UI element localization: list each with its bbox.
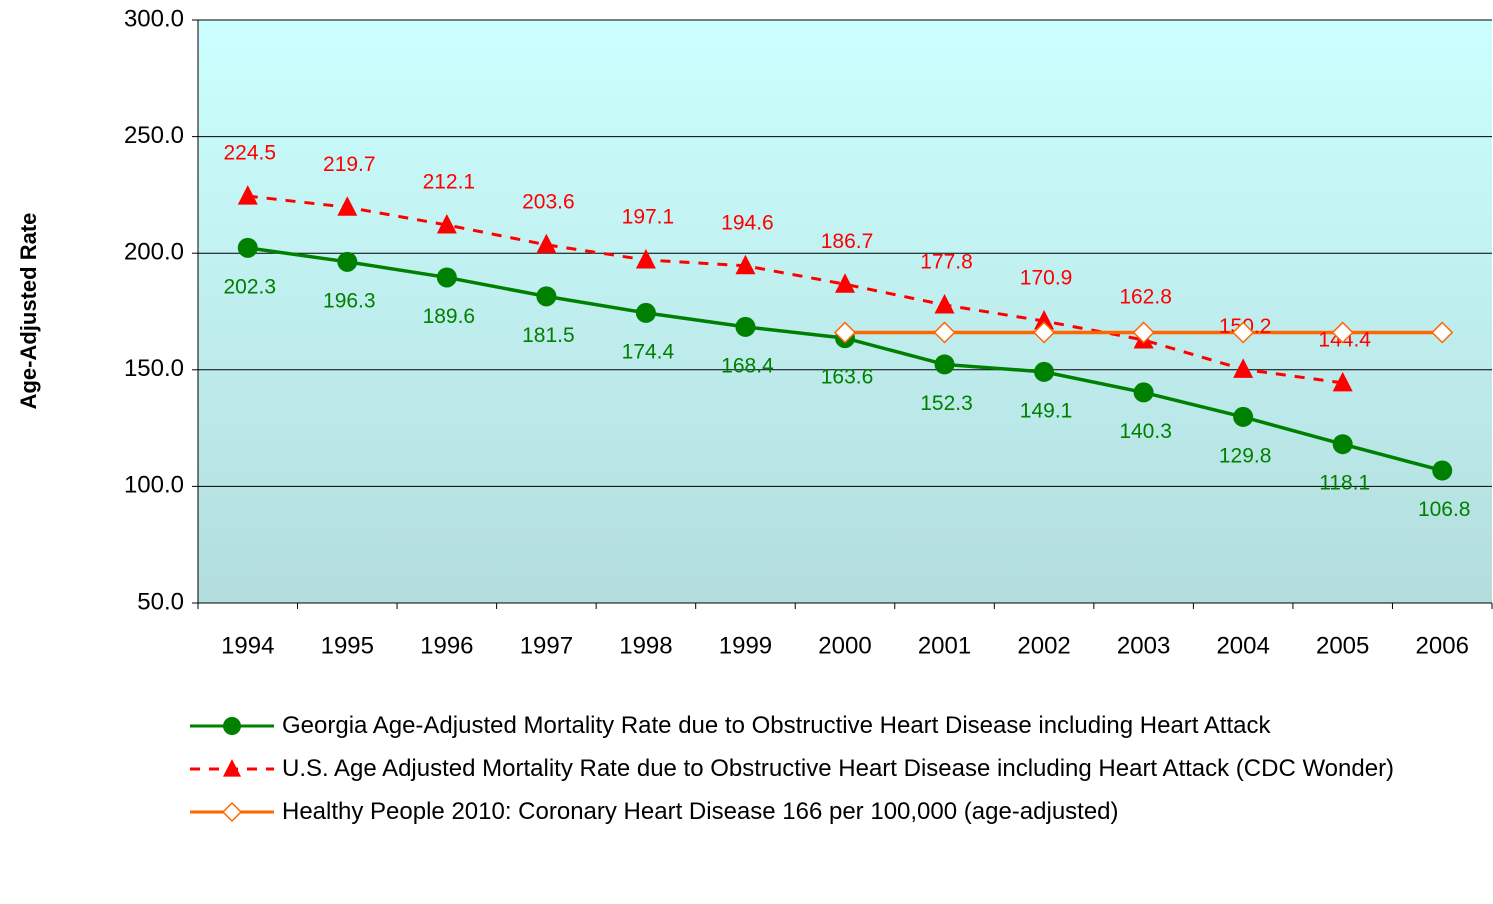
data-label: 212.1 [423, 171, 476, 194]
data-label: 106.8 [1418, 498, 1471, 521]
data-label: 197.1 [622, 206, 675, 229]
data-label: 177.8 [920, 251, 973, 274]
x-tick-label: 2005 [1316, 632, 1369, 659]
point [436, 267, 457, 288]
y-tick-label: 50.0 [137, 588, 184, 615]
point [735, 254, 756, 275]
point [436, 213, 457, 234]
data-label: 181.5 [522, 324, 575, 347]
data-label: 140.3 [1119, 420, 1172, 443]
point [735, 316, 756, 337]
legend-item: Healthy People 2010: Coronary Heart Dise… [188, 794, 1488, 830]
data-label: 194.6 [721, 211, 774, 234]
y-tick-label: 250.0 [124, 122, 184, 149]
plot-area [198, 20, 1492, 603]
x-tick-label: 2003 [1117, 632, 1170, 659]
data-label: 203.6 [522, 190, 575, 213]
point [934, 293, 955, 314]
point [337, 251, 358, 272]
chart: Age-Adjusted Rate 50.0 100.0 150.0 200.0 250… [16, 5, 1493, 659]
point [1033, 321, 1056, 344]
point [1132, 321, 1155, 344]
point [1431, 321, 1454, 344]
point [1133, 382, 1154, 403]
x-tick-label: 2000 [818, 632, 871, 659]
point [1233, 406, 1254, 427]
point [536, 286, 557, 307]
legend-label: Healthy People 2010: Coronary Heart Dise… [282, 798, 1119, 825]
y-tick-label: 200.0 [124, 239, 184, 266]
data-label: 152.3 [920, 392, 973, 415]
legend-item: U.S. Age Adjusted Mortality Rate due to … [188, 751, 1488, 787]
data-label: 189.6 [423, 305, 476, 328]
legend-label: Georgia Age-Adjusted Mortality Rate due … [282, 712, 1271, 739]
point [1233, 358, 1254, 378]
data-label: 129.8 [1219, 444, 1272, 467]
point [1034, 310, 1055, 330]
x-tick-label: 2004 [1216, 632, 1269, 659]
series-line [247, 194, 1343, 385]
data-label: 170.9 [1020, 267, 1073, 290]
point [1332, 371, 1353, 392]
point [221, 801, 243, 823]
point [337, 196, 358, 216]
x-tick-label: 1995 [321, 632, 374, 659]
data-label: 202.3 [223, 275, 276, 298]
legend-swatch [190, 801, 274, 823]
y-tick-label: 150.0 [124, 355, 184, 382]
x-tick-label: 1998 [619, 632, 672, 659]
x-tick-label: 2006 [1416, 632, 1469, 659]
point [536, 233, 557, 254]
data-label: 186.7 [821, 230, 874, 253]
x-tick-label: 1997 [520, 632, 573, 659]
data-label: 118.1 [1319, 472, 1370, 495]
point [1034, 361, 1055, 382]
data-label: 219.7 [323, 153, 376, 176]
x-tick-label: 1999 [719, 632, 772, 659]
x-tick-label: 2001 [918, 632, 971, 659]
y-tick-label: 300.0 [124, 5, 184, 32]
x-tick-label: 1994 [221, 632, 274, 659]
data-label: 196.3 [323, 289, 376, 312]
point [1331, 321, 1354, 344]
data-label: 168.4 [721, 354, 774, 377]
point [223, 759, 241, 777]
point [835, 273, 855, 293]
data-label: 163.6 [821, 366, 874, 389]
legend: Georgia Age-Adjusted Mortality Rate due … [188, 708, 1488, 837]
legend-item: Georgia Age-Adjusted Mortality Rate due … [188, 708, 1488, 744]
point [1432, 460, 1453, 481]
point [237, 237, 258, 258]
point [223, 717, 241, 735]
data-label: 149.1 [1020, 399, 1073, 422]
y-axis-label: Age-Adjusted Rate [16, 213, 41, 410]
legend-label: U.S. Age Adjusted Mortality Rate due to … [282, 755, 1395, 782]
point [1232, 321, 1255, 344]
legend-swatch [190, 717, 274, 735]
x-tick-label: 2002 [1017, 632, 1070, 659]
point [635, 302, 656, 323]
point [1332, 434, 1353, 455]
point [934, 354, 955, 375]
data-label: 224.5 [223, 142, 276, 165]
point [933, 321, 956, 344]
x-tick-label: 1996 [420, 632, 473, 659]
legend-swatch [190, 759, 274, 777]
point [833, 321, 857, 344]
data-label: 162.8 [1119, 285, 1172, 308]
point [635, 248, 656, 269]
data-label: 174.4 [622, 340, 675, 363]
point [237, 185, 258, 205]
y-tick-label: 100.0 [124, 472, 184, 499]
